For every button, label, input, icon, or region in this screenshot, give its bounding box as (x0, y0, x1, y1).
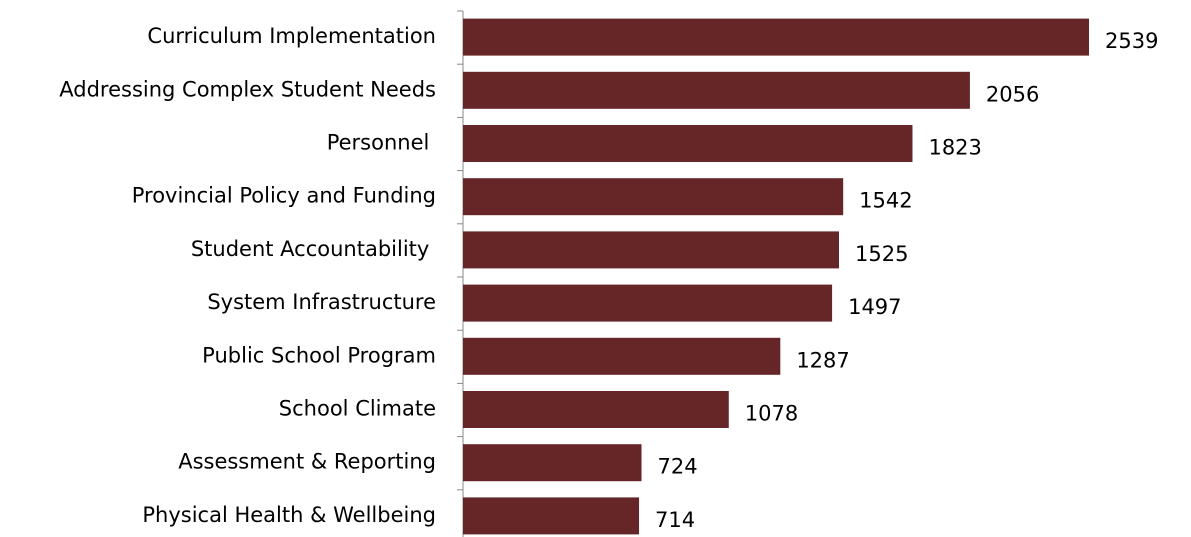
value-label: 714 (655, 508, 695, 532)
value-label: 1525 (855, 242, 908, 266)
bar (463, 231, 839, 269)
bar (463, 337, 781, 375)
value-label: 1542 (859, 189, 912, 213)
bar (463, 391, 729, 428)
category-label: System Infrastructure (207, 290, 436, 314)
category-label: Physical Health & Wellbeing (142, 503, 436, 527)
value-label: 2539 (1105, 29, 1158, 53)
value-label: 1078 (745, 402, 798, 426)
category-label: Personnel (327, 131, 436, 155)
value-label: 1287 (796, 348, 849, 372)
bar (463, 497, 640, 535)
category-label: Curriculum Implementation (147, 24, 436, 48)
category-label: School Climate (279, 397, 436, 421)
bar (463, 71, 970, 109)
category-label: Provincial Policy and Funding (132, 184, 436, 208)
value-label: 1823 (928, 136, 981, 160)
category-label: Assessment & Reporting (178, 450, 436, 474)
bar (463, 178, 844, 216)
bar (463, 18, 1089, 56)
value-label: 1497 (848, 295, 901, 319)
category-label: Public School Program (202, 343, 436, 367)
value-label: 724 (658, 455, 698, 479)
bar (463, 444, 642, 482)
bar (463, 125, 913, 162)
category-label: Student Accountability (191, 237, 436, 261)
value-label: 2056 (986, 82, 1039, 106)
bar (463, 284, 833, 322)
category-label: Addressing Complex Student Needs (59, 77, 436, 101)
